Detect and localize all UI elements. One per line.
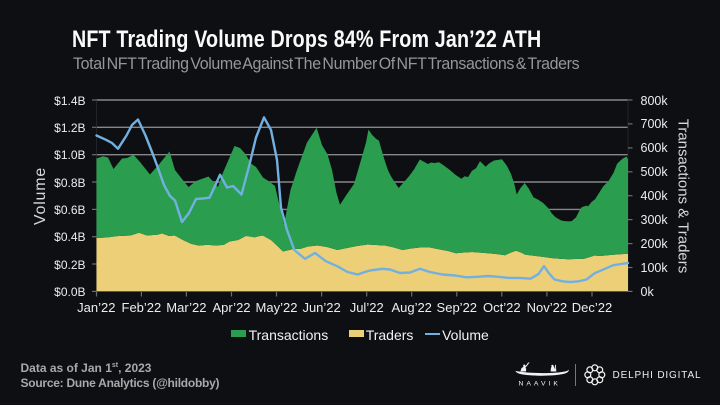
svg-text:NAAVIK: NAAVIK xyxy=(518,381,560,388)
